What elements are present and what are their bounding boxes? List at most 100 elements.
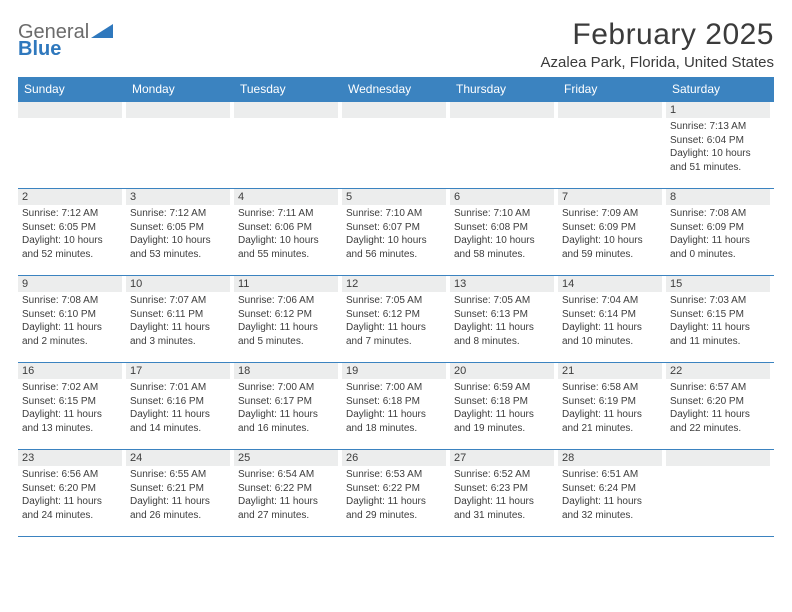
daylight-text: Daylight: 10 hours and 58 minutes. (454, 234, 550, 261)
day-data: Sunrise: 7:05 AMSunset: 6:12 PMDaylight:… (342, 292, 446, 352)
sunrise-text: Sunrise: 6:51 AM (562, 468, 658, 482)
day-number: 23 (18, 450, 122, 466)
day-data (450, 118, 554, 124)
daylight-text: Daylight: 10 hours and 59 minutes. (562, 234, 658, 261)
day-number: 18 (234, 363, 338, 379)
day-number (450, 102, 554, 118)
day-number (234, 102, 338, 118)
sunset-text: Sunset: 6:12 PM (346, 308, 442, 322)
day-cell: 21Sunrise: 6:58 AMSunset: 6:19 PMDayligh… (558, 363, 666, 449)
day-cell: 19Sunrise: 7:00 AMSunset: 6:18 PMDayligh… (342, 363, 450, 449)
day-number: 10 (126, 276, 230, 292)
daylight-text: Daylight: 11 hours and 8 minutes. (454, 321, 550, 348)
day-cell: 8Sunrise: 7:08 AMSunset: 6:09 PMDaylight… (666, 189, 774, 275)
sunrise-text: Sunrise: 6:52 AM (454, 468, 550, 482)
day-cell (450, 102, 558, 188)
daylight-text: Daylight: 11 hours and 29 minutes. (346, 495, 442, 522)
day-cell (126, 102, 234, 188)
daylight-text: Daylight: 11 hours and 0 minutes. (670, 234, 766, 261)
day-cell: 20Sunrise: 6:59 AMSunset: 6:18 PMDayligh… (450, 363, 558, 449)
day-cell (342, 102, 450, 188)
daylight-text: Daylight: 11 hours and 32 minutes. (562, 495, 658, 522)
sunrise-text: Sunrise: 7:08 AM (670, 207, 766, 221)
sunset-text: Sunset: 6:18 PM (346, 395, 442, 409)
sunset-text: Sunset: 6:17 PM (238, 395, 334, 409)
day-data: Sunrise: 6:54 AMSunset: 6:22 PMDaylight:… (234, 466, 338, 526)
sunrise-text: Sunrise: 6:58 AM (562, 381, 658, 395)
day-header: Wednesday (342, 77, 450, 101)
daylight-text: Daylight: 11 hours and 24 minutes. (22, 495, 118, 522)
sunrise-text: Sunrise: 7:04 AM (562, 294, 658, 308)
sunset-text: Sunset: 6:13 PM (454, 308, 550, 322)
day-number: 7 (558, 189, 662, 205)
sunset-text: Sunset: 6:04 PM (670, 134, 766, 148)
sunrise-text: Sunrise: 7:01 AM (130, 381, 226, 395)
day-data (126, 118, 230, 124)
sunset-text: Sunset: 6:20 PM (22, 482, 118, 496)
day-cell: 25Sunrise: 6:54 AMSunset: 6:22 PMDayligh… (234, 450, 342, 536)
sunset-text: Sunset: 6:12 PM (238, 308, 334, 322)
day-cell: 26Sunrise: 6:53 AMSunset: 6:22 PMDayligh… (342, 450, 450, 536)
daylight-text: Daylight: 11 hours and 13 minutes. (22, 408, 118, 435)
day-data: Sunrise: 6:53 AMSunset: 6:22 PMDaylight:… (342, 466, 446, 526)
day-cell: 15Sunrise: 7:03 AMSunset: 6:15 PMDayligh… (666, 276, 774, 362)
logo-triangle-icon (91, 22, 113, 36)
daylight-text: Daylight: 11 hours and 26 minutes. (130, 495, 226, 522)
title-block: February 2025 Azalea Park, Florida, Unit… (541, 18, 774, 71)
day-data: Sunrise: 6:52 AMSunset: 6:23 PMDaylight:… (450, 466, 554, 526)
day-number: 9 (18, 276, 122, 292)
day-data (18, 118, 122, 124)
day-cell: 4Sunrise: 7:11 AMSunset: 6:06 PMDaylight… (234, 189, 342, 275)
day-number: 16 (18, 363, 122, 379)
day-number (666, 450, 770, 466)
week-row: 2Sunrise: 7:12 AMSunset: 6:05 PMDaylight… (18, 188, 774, 275)
day-number (126, 102, 230, 118)
daylight-text: Daylight: 11 hours and 27 minutes. (238, 495, 334, 522)
day-data: Sunrise: 6:59 AMSunset: 6:18 PMDaylight:… (450, 379, 554, 439)
sunset-text: Sunset: 6:08 PM (454, 221, 550, 235)
day-cell: 18Sunrise: 7:00 AMSunset: 6:17 PMDayligh… (234, 363, 342, 449)
day-data: Sunrise: 7:10 AMSunset: 6:07 PMDaylight:… (342, 205, 446, 265)
sunrise-text: Sunrise: 7:03 AM (670, 294, 766, 308)
day-cell: 16Sunrise: 7:02 AMSunset: 6:15 PMDayligh… (18, 363, 126, 449)
day-data: Sunrise: 7:08 AMSunset: 6:10 PMDaylight:… (18, 292, 122, 352)
sunset-text: Sunset: 6:15 PM (670, 308, 766, 322)
day-header: Tuesday (234, 77, 342, 101)
day-header: Sunday (18, 77, 126, 101)
day-number: 3 (126, 189, 230, 205)
day-number: 17 (126, 363, 230, 379)
daylight-text: Daylight: 10 hours and 53 minutes. (130, 234, 226, 261)
day-number: 4 (234, 189, 338, 205)
sunset-text: Sunset: 6:18 PM (454, 395, 550, 409)
day-number (558, 102, 662, 118)
day-number: 25 (234, 450, 338, 466)
sunset-text: Sunset: 6:11 PM (130, 308, 226, 322)
day-header: Thursday (450, 77, 558, 101)
sunrise-text: Sunrise: 7:00 AM (238, 381, 334, 395)
day-cell (666, 450, 774, 536)
sunrise-text: Sunrise: 6:55 AM (130, 468, 226, 482)
day-data: Sunrise: 7:07 AMSunset: 6:11 PMDaylight:… (126, 292, 230, 352)
sunrise-text: Sunrise: 7:10 AM (454, 207, 550, 221)
day-data (558, 118, 662, 124)
header-row: General Blue February 2025 Azalea Park, … (18, 18, 774, 71)
day-cell: 2Sunrise: 7:12 AMSunset: 6:05 PMDaylight… (18, 189, 126, 275)
day-cell: 23Sunrise: 6:56 AMSunset: 6:20 PMDayligh… (18, 450, 126, 536)
day-cell: 3Sunrise: 7:12 AMSunset: 6:05 PMDaylight… (126, 189, 234, 275)
day-number: 6 (450, 189, 554, 205)
day-data (234, 118, 338, 124)
sunset-text: Sunset: 6:06 PM (238, 221, 334, 235)
sunset-text: Sunset: 6:24 PM (562, 482, 658, 496)
sunrise-text: Sunrise: 6:59 AM (454, 381, 550, 395)
week-row: 16Sunrise: 7:02 AMSunset: 6:15 PMDayligh… (18, 362, 774, 449)
daylight-text: Daylight: 11 hours and 2 minutes. (22, 321, 118, 348)
sunrise-text: Sunrise: 7:07 AM (130, 294, 226, 308)
sunrise-text: Sunrise: 7:11 AM (238, 207, 334, 221)
sunset-text: Sunset: 6:22 PM (238, 482, 334, 496)
day-number: 14 (558, 276, 662, 292)
day-data: Sunrise: 7:13 AMSunset: 6:04 PMDaylight:… (666, 118, 770, 178)
logo: General Blue (18, 22, 113, 59)
sunrise-text: Sunrise: 7:08 AM (22, 294, 118, 308)
daylight-text: Daylight: 11 hours and 3 minutes. (130, 321, 226, 348)
day-number: 21 (558, 363, 662, 379)
